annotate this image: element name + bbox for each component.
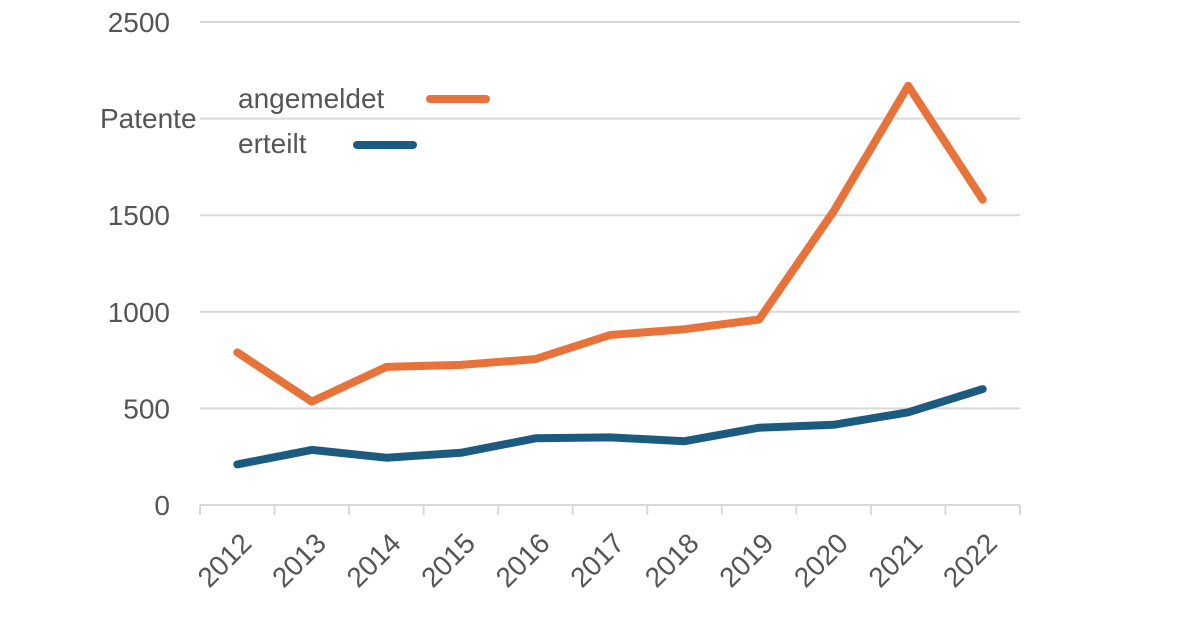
y-tick-label: 1000 bbox=[108, 297, 170, 328]
y-axis-label: Patente bbox=[100, 103, 197, 134]
series-line-angemeldet bbox=[233, 81, 987, 406]
x-tick-label: 2019 bbox=[713, 527, 779, 593]
y-tick-label: 2500 bbox=[108, 7, 170, 38]
x-tick-label: 2016 bbox=[490, 527, 556, 593]
legend: angemeldet erteilt bbox=[238, 83, 490, 159]
series-lines bbox=[233, 81, 987, 469]
y-tick-label: 0 bbox=[154, 490, 170, 521]
legend-label-erteilt: erteilt bbox=[238, 128, 307, 159]
x-tick-label: 2018 bbox=[639, 527, 705, 593]
x-tick-label: 2012 bbox=[192, 527, 258, 593]
x-axis bbox=[199, 504, 1021, 515]
grid-lines bbox=[200, 21, 1020, 410]
x-tick-label: 2021 bbox=[862, 527, 928, 593]
x-tick-labels: 2012 2013 2014 2015 2016 2017 2018 2019 2020 2021… bbox=[192, 527, 1003, 593]
x-tick-label: 2020 bbox=[788, 527, 854, 593]
legend-label-angemeldet: angemeldet bbox=[238, 83, 385, 114]
x-tick-label: 2017 bbox=[564, 527, 630, 593]
y-tick-label: 1500 bbox=[108, 200, 170, 231]
x-tick-label: 2013 bbox=[266, 527, 332, 593]
x-tick-label: 2015 bbox=[415, 527, 481, 593]
x-tick-label: 2014 bbox=[341, 527, 407, 593]
y-tick-label: 500 bbox=[123, 393, 170, 424]
x-tick-label: 2022 bbox=[937, 527, 1003, 593]
series-line-erteilt bbox=[233, 385, 987, 469]
y-tick-labels: 0 500 1000 1500 2500 bbox=[108, 7, 170, 521]
